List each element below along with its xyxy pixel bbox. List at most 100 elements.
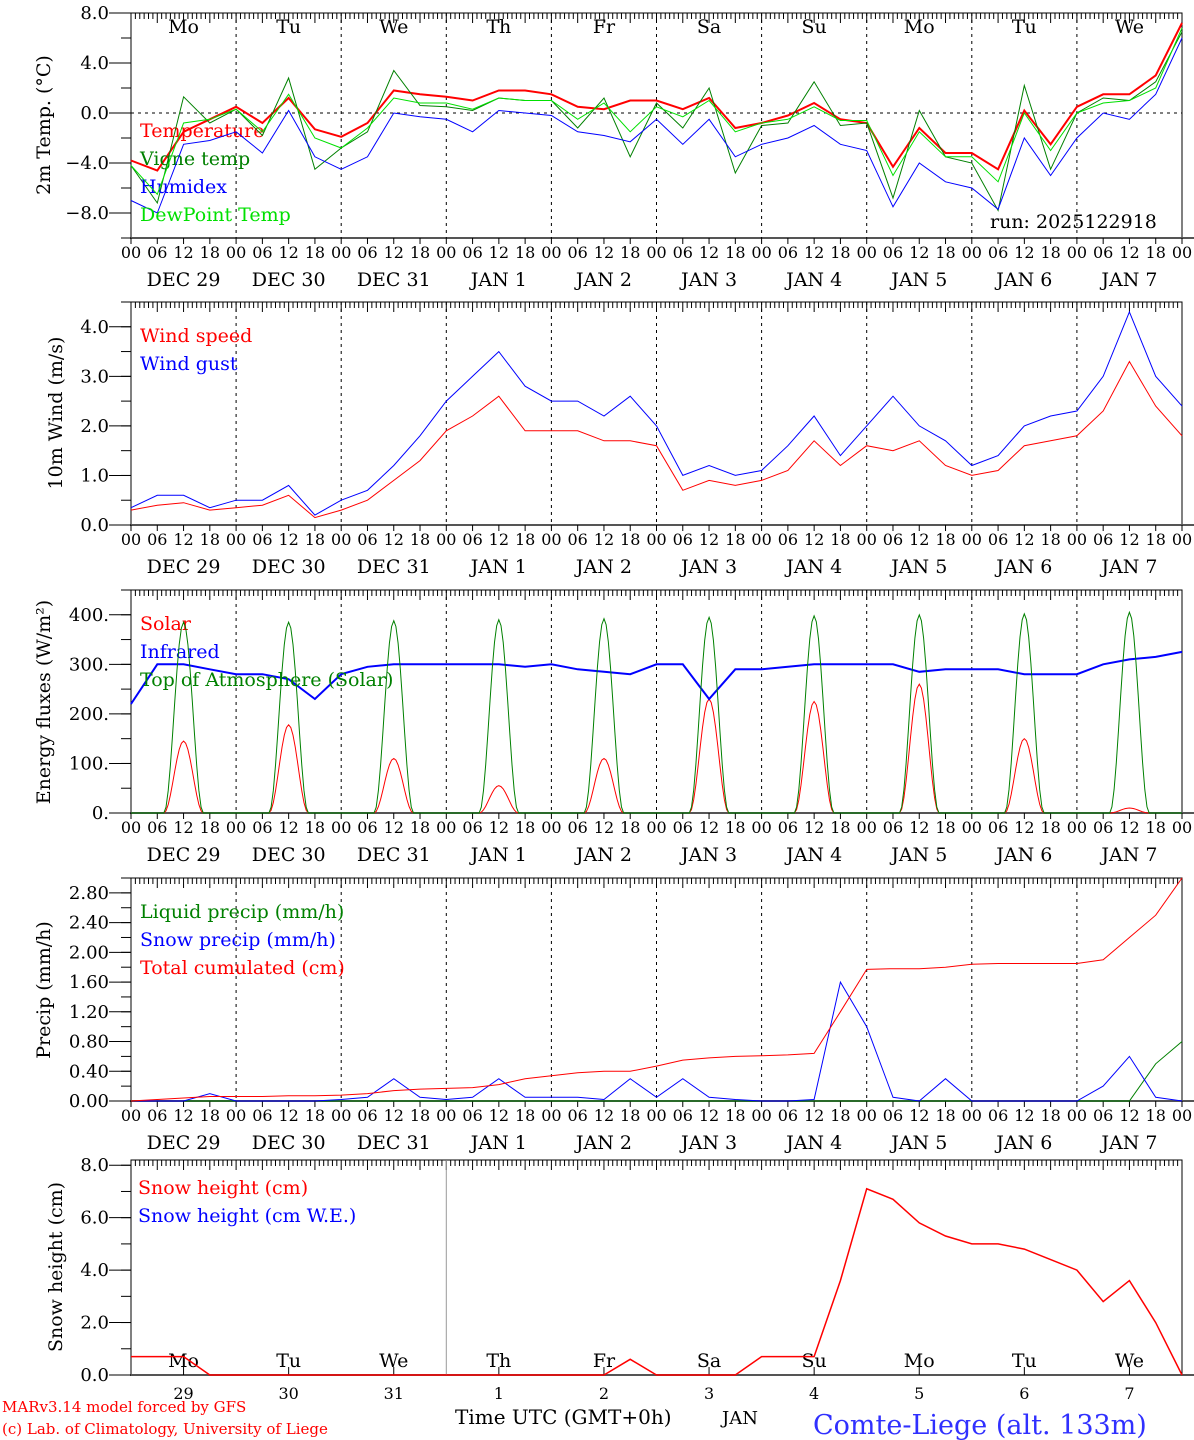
- panel-wind: 0.0 1.0 2.0 3.0 4.0 10m Wind (m/s) 00 06 12 18 00 0…: [45, 301, 1194, 578]
- hour-label: 18: [305, 530, 325, 549]
- date-label: JAN 7: [1099, 844, 1157, 866]
- date-label: JAN 5: [889, 269, 947, 291]
- hour-label: 06: [567, 530, 587, 549]
- day-number-label: 29: [173, 1384, 193, 1403]
- y-tick-label: 1.20: [69, 1002, 109, 1023]
- hour-label: 06: [988, 1106, 1008, 1125]
- hour-label: 00: [436, 530, 456, 549]
- hour-label: 06: [567, 1106, 587, 1125]
- weekday-label: Th: [486, 1350, 511, 1372]
- y-tick-label: 3.0: [80, 366, 109, 387]
- date-label: DEC 29: [147, 269, 221, 291]
- date-label: JAN 4: [784, 844, 842, 866]
- hour-label: 18: [200, 243, 220, 262]
- hour-label: 18: [515, 530, 535, 549]
- hour-label: 12: [1014, 818, 1034, 837]
- series-line-infrared: [130, 650, 1183, 705]
- hour-label: 12: [804, 530, 824, 549]
- hour-label: 00: [436, 818, 456, 837]
- y-tick-label: 4.0: [80, 1260, 109, 1281]
- hour-label: 06: [462, 243, 482, 262]
- hour-label: 18: [410, 530, 430, 549]
- date-label: JAN 5: [889, 844, 947, 866]
- hour-label: 12: [804, 243, 824, 262]
- legend-entry: Top of Atmosphere (Solar): [140, 669, 393, 691]
- hour-label: 18: [200, 818, 220, 837]
- date-label: DEC 30: [252, 269, 326, 291]
- date-label: DEC 30: [252, 844, 326, 866]
- hour-label: 06: [673, 243, 693, 262]
- day-number-label: 31: [384, 1384, 404, 1403]
- day-number-label: 2: [599, 1384, 609, 1403]
- station-name: Comte-Liege (alt. 133m): [813, 1410, 1147, 1440]
- series-line-total-cumulated-cm-: [130, 877, 1183, 1102]
- hour-label: 06: [1093, 243, 1113, 262]
- hour-label: 00: [962, 818, 982, 837]
- date-label: JAN 7: [1099, 1132, 1157, 1154]
- hour-label: 12: [384, 818, 404, 837]
- credit-model: MARv3.14 model forced by GFS: [2, 1398, 246, 1416]
- hour-label: 00: [1067, 1106, 1087, 1125]
- legend-entry: Liquid precip (mm/h): [140, 901, 344, 923]
- hour-label: 06: [567, 818, 587, 837]
- hour-label: 00: [857, 1106, 877, 1125]
- hour-label: 18: [200, 1106, 220, 1125]
- y-axis-title: 2m Temp. (°C): [33, 55, 55, 195]
- y-tick-label: 6.0: [80, 1208, 109, 1229]
- hour-label: 00: [1067, 530, 1087, 549]
- hour-label: 00: [226, 818, 246, 837]
- weekday-label: We: [1115, 16, 1144, 38]
- y-axis-title: Precip (mm/h): [33, 921, 55, 1059]
- hour-label: 18: [935, 1106, 955, 1125]
- date-label: JAN 1: [469, 269, 527, 291]
- date-label: JAN 3: [679, 844, 737, 866]
- y-tick-label: 0.0: [80, 1365, 109, 1386]
- weekday-label: Tu: [276, 16, 301, 38]
- date-label: JAN 5: [889, 556, 947, 578]
- hour-label: 12: [594, 818, 614, 837]
- date-label: JAN 6: [994, 844, 1052, 866]
- y-tick-label: 2.0: [80, 416, 109, 437]
- hour-label: 06: [147, 243, 167, 262]
- hour-label: 00: [962, 1106, 982, 1125]
- y-tick-label: 4.0: [80, 317, 109, 338]
- legend-entry: Humidex: [140, 176, 227, 198]
- y-tick-label: 2.00: [69, 942, 109, 963]
- y-axis-title: 10m Wind (m/s): [45, 337, 67, 490]
- date-label: DEC 30: [252, 556, 326, 578]
- hour-label: 18: [620, 530, 640, 549]
- hour-label: 18: [200, 530, 220, 549]
- hour-label: 00: [857, 818, 877, 837]
- y-tick-label: 0.: [92, 803, 109, 824]
- hour-label: 12: [909, 530, 929, 549]
- day-number-label: 3: [704, 1384, 714, 1403]
- y-axis-title: Snow height (cm): [45, 1182, 67, 1352]
- date-label: DEC 31: [357, 556, 431, 578]
- hour-label: 06: [778, 530, 798, 549]
- day-number-label: 30: [278, 1384, 298, 1403]
- hour-label: 06: [778, 1106, 798, 1125]
- legend-entry: Wind gust: [140, 353, 238, 375]
- hour-label: 12: [594, 530, 614, 549]
- hour-label: 12: [489, 1106, 509, 1125]
- legend-entry: Snow precip (mm/h): [140, 929, 336, 951]
- y-tick-label: 0.40: [69, 1061, 109, 1082]
- legend-entry: Total cumulated (cm): [140, 957, 345, 979]
- hour-label: 00: [1067, 818, 1087, 837]
- hour-label: 06: [883, 1106, 903, 1125]
- hour-label: 00: [962, 243, 982, 262]
- hour-label: 18: [830, 530, 850, 549]
- hour-label: 00: [1172, 243, 1192, 262]
- y-tick-label: 1.0: [80, 465, 109, 486]
- hour-label: 18: [935, 530, 955, 549]
- hour-label: 06: [252, 818, 272, 837]
- date-label: JAN 5: [889, 1132, 947, 1154]
- hour-label: 12: [1014, 243, 1034, 262]
- series-line-wind-gust: [130, 310, 1183, 516]
- hour-label: 06: [1093, 818, 1113, 837]
- hour-label: 18: [515, 818, 535, 837]
- weekday-label: Mo: [168, 16, 199, 38]
- date-label: JAN 3: [679, 1132, 737, 1154]
- hour-label: 00: [751, 243, 771, 262]
